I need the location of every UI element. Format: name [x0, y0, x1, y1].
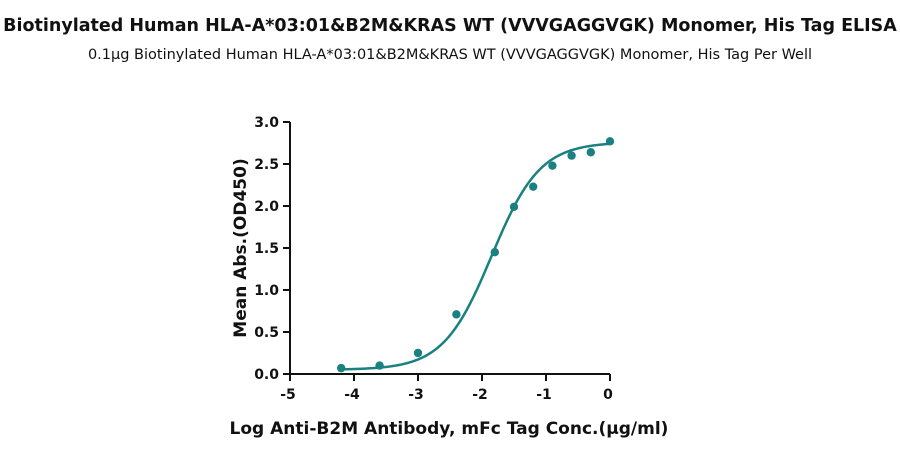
- y-tick-label: 2.0: [254, 199, 279, 215]
- x-ticks: -5 -4 -3 -2 -1 0: [280, 374, 613, 403]
- x-tick-label: 0: [603, 387, 613, 403]
- x-tick-label: -3: [408, 387, 424, 403]
- data-point: [586, 148, 595, 157]
- data-point: [529, 182, 538, 191]
- data-point: [509, 202, 519, 212]
- y-ticks: 0.0 0.5 1.0 1.5 2.0 2.5 3.0: [254, 115, 290, 383]
- x-axis-title: Log Anti-B2M Antibody, mFc Tag Conc.(μg/…: [230, 419, 669, 439]
- data-point: [490, 248, 499, 257]
- x-tick-label: -2: [472, 387, 488, 403]
- data-point: [567, 151, 576, 160]
- y-tick-label: 1.0: [254, 283, 279, 299]
- chart-subtitle: 0.1μg Biotinylated Human HLA-A*03:01&B2M…: [87, 47, 813, 63]
- y-tick-label: 1.5: [254, 241, 279, 257]
- data-point: [605, 137, 615, 146]
- data-point: [337, 363, 346, 373]
- y-tick-label: 0.5: [254, 325, 279, 341]
- data-point: [452, 310, 461, 319]
- x-tick-label: -5: [280, 387, 296, 403]
- x-tick-label: -1: [536, 387, 552, 403]
- x-tick-label: -4: [344, 387, 360, 403]
- y-tick-label: 0.0: [254, 367, 279, 383]
- fit-curve: [341, 142, 611, 371]
- data-point: [413, 348, 423, 358]
- data-point: [548, 161, 557, 170]
- y-axis-title: Mean Abs.(OD450): [231, 158, 251, 337]
- y-tick-label: 3.0: [254, 115, 279, 131]
- data-points: [337, 137, 615, 373]
- chart-title: Biotinylated Human HLA-A*03:01&B2M&KRAS …: [3, 16, 897, 36]
- y-tick-label: 2.5: [254, 157, 279, 173]
- data-point: [375, 361, 384, 370]
